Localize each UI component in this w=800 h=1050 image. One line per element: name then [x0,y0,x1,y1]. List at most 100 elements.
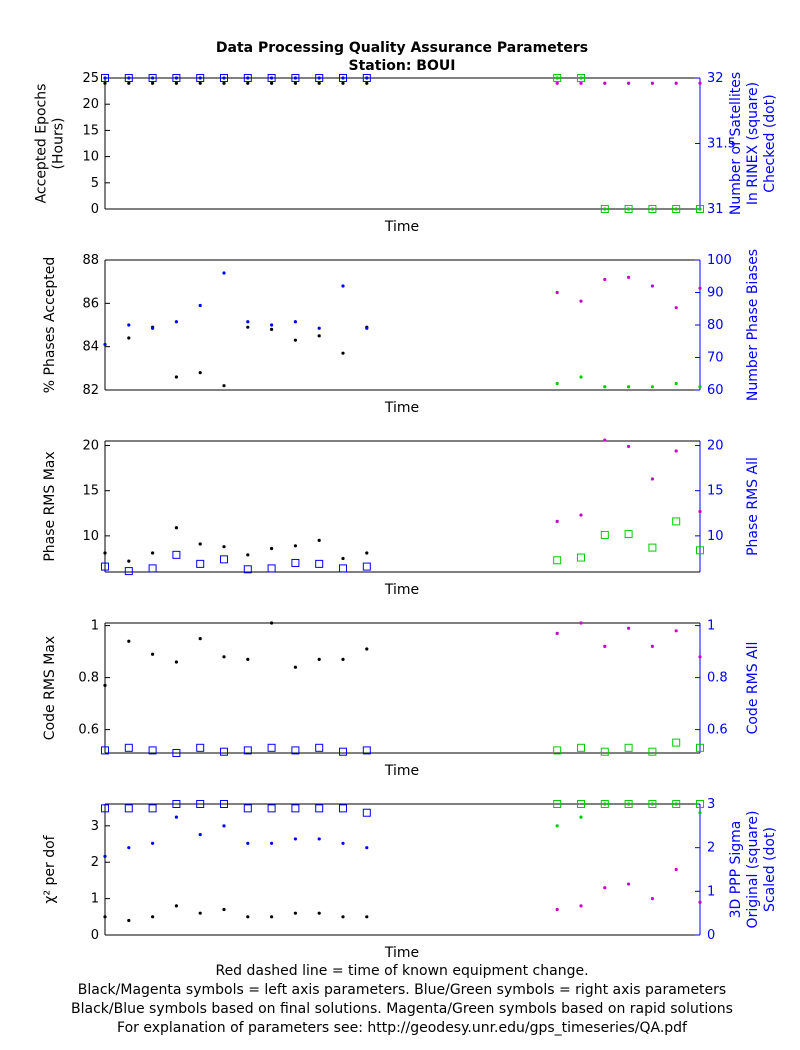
right-axis-label: Code RMS All [745,642,761,735]
square-mark [124,74,133,82]
dot-mark [317,657,321,662]
square-mark [648,747,657,756]
square-mark [220,555,228,564]
dot-mark [246,325,250,329]
dot-mark [103,81,107,85]
dot-mark [555,81,559,85]
dot-mark [603,886,607,890]
dot-mark [293,911,297,915]
left-axis-label: % Phases Accepted [42,257,58,394]
dot-mark [293,81,297,85]
dot-mark [555,76,559,80]
right-axis-label: Number of Satellites [728,72,744,215]
right-axis-label: Scaled (dot) [762,827,778,912]
square-mark [339,804,347,813]
dot-mark [127,639,131,643]
figure-subtitle: Station: BOUI [349,58,456,74]
dot-mark [674,867,678,872]
left-tick-label: 0 [91,928,99,943]
dot-mark [579,375,583,379]
square-mark [196,800,205,808]
square-mark [291,74,300,82]
dot-mark [674,629,678,633]
panel-2: 82 84 86 88 60 70 80 90 100 Time % Phases Accepted… [42,249,761,416]
square-mark [600,530,609,539]
dot-mark [365,326,369,330]
square-mark [362,808,371,817]
right-axis-label: In RINEX (square) [745,82,761,205]
square-mark [315,559,324,568]
left-axis-label: Accepted Epochs [34,84,50,204]
panel-5: 0 1 2 3 0 1 2 3 Time χ² per dof 3D PPP Sigma Origin… [42,797,778,961]
dot-mark [603,438,607,442]
dot-mark [174,526,178,530]
dot-mark [317,81,321,85]
dot-mark [317,334,321,338]
square-mark [696,205,704,213]
dot-mark [365,551,369,555]
dot-mark [198,637,202,641]
dot-mark [698,655,702,659]
dot-mark [650,802,655,806]
dot-mark [698,811,702,815]
dot-mark [103,915,107,919]
data-marks [101,74,704,213]
square-mark [124,804,133,813]
footer-line-1: Red dashed line = time of known equipmen… [215,963,588,979]
dot-mark [341,351,345,355]
dot-mark [603,385,607,389]
left-tick-label: 25 [82,71,99,86]
dot-mark [270,76,274,80]
dot-mark [270,323,274,327]
left-axis-label: Phase RMS Max [42,451,58,561]
square-mark [577,743,585,752]
dot-mark [151,81,155,85]
dot-mark [674,207,678,211]
dot-mark [127,336,131,340]
square-mark [172,550,181,559]
dot-mark [698,509,702,514]
dot-mark [650,385,655,389]
dot-mark [650,477,655,481]
square-mark [291,746,300,755]
left-tick-label: 86 [82,296,99,311]
square-mark [315,743,324,752]
dot-mark [198,303,202,308]
square-mark [243,74,252,82]
dot-mark [174,815,178,819]
dot-mark [103,683,107,688]
right-tick-label: 3 [707,797,715,812]
dot-mark [127,76,131,80]
dot-mark [341,556,345,561]
square-mark [315,74,324,82]
dot-mark [627,275,631,279]
panel-4: 0.6 0.8 1 0.6 0.8 1 Time Code RMS Max Code RMS A… [42,619,761,779]
dot-mark [579,904,583,908]
dot-mark [317,837,321,841]
dot-mark [198,81,202,85]
right-tick-label: 80 [707,318,724,333]
dot-mark [293,837,297,841]
dot-mark [317,538,321,542]
right-axis-label: Phase RMS All [745,457,761,556]
dot-mark [603,81,607,85]
left-tick-label: 15 [82,123,99,138]
left-tick-label: 0 [91,202,99,217]
left-tick-label: 1 [91,619,99,634]
square-mark [220,800,228,808]
right-tick-label: 0 [707,928,715,943]
dot-mark [198,832,202,837]
x-axis-label: Time [384,582,419,598]
dot-mark [127,918,131,923]
dot-mark [293,665,297,669]
dot-mark [341,915,345,919]
dot-mark [317,76,321,80]
dot-mark [246,76,250,80]
dot-mark [650,644,655,649]
square-mark [672,800,681,808]
square-mark [362,562,371,571]
dot-mark [603,644,607,649]
left-tick-label: 20 [82,439,99,454]
dot-mark [603,207,607,211]
